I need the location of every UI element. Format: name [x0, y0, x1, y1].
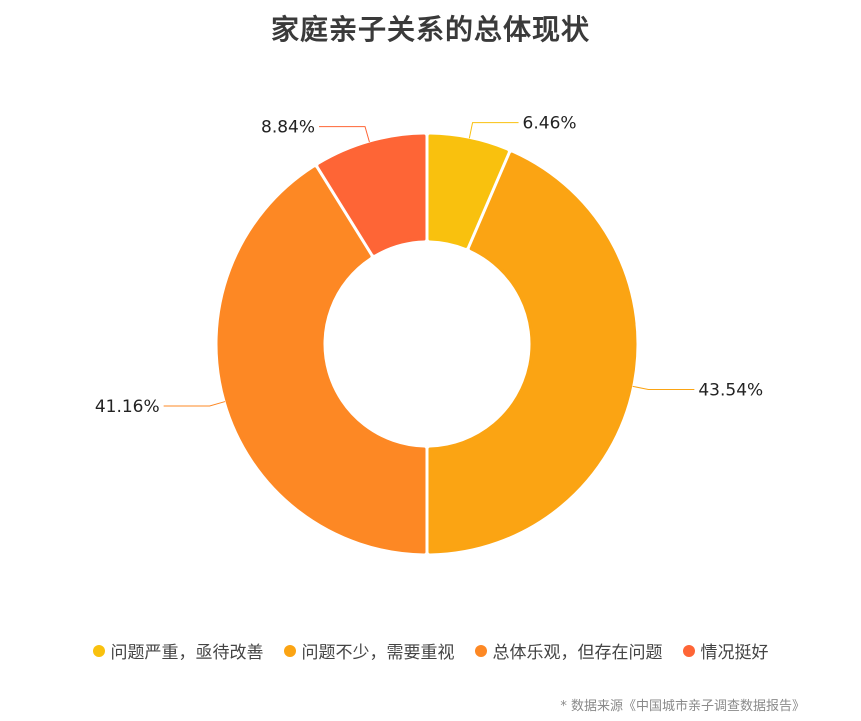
legend-label: 问题严重，亟待改善 [110, 643, 264, 663]
legend-label: 情况挺好 [700, 643, 769, 663]
legend-item-good[interactable]: 情况挺好 [682, 638, 769, 663]
data-label-severe: 6.46% [523, 114, 577, 134]
legend-label: 总体乐观，但存在问题 [492, 643, 663, 663]
data-source-note: * 数据来源《中国城市亲子调查数据报告》 [560, 699, 805, 714]
donut-slice-severe[interactable] [428, 134, 508, 248]
leader-line-optimistic [163, 401, 226, 407]
data-label-optimistic: 41.16% [95, 397, 160, 417]
donut-slice-optimistic[interactable] [217, 167, 426, 554]
leader-line-good [319, 126, 370, 143]
legend-dot-icon [92, 644, 105, 657]
legend-label: 问题不少，需要重视 [301, 643, 455, 663]
donut-slice-many-problems[interactable] [428, 152, 637, 554]
legend-dot-icon [283, 644, 296, 657]
legend-dot-icon [474, 644, 487, 657]
legend-dot-icon [682, 644, 695, 657]
legend-item-many-problems[interactable]: 问题不少，需要重视 [283, 638, 455, 663]
data-label-many-problems: 43.54% [698, 381, 763, 401]
legend-item-severe[interactable]: 问题严重，亟待改善 [92, 638, 264, 663]
donut-slice-good[interactable] [318, 134, 426, 255]
legend-item-optimistic[interactable]: 总体乐观，但存在问题 [474, 638, 663, 663]
chart-legend: 问题严重，亟待改善 问题不少，需要重视 总体乐观，但存在问题 情况挺好 [0, 638, 861, 663]
leader-line-many-problems [632, 385, 695, 391]
leader-line-severe [468, 122, 519, 139]
chart-title: 家庭亲子关系的总体现状 [270, 13, 590, 46]
data-label-good: 8.84% [261, 118, 315, 138]
